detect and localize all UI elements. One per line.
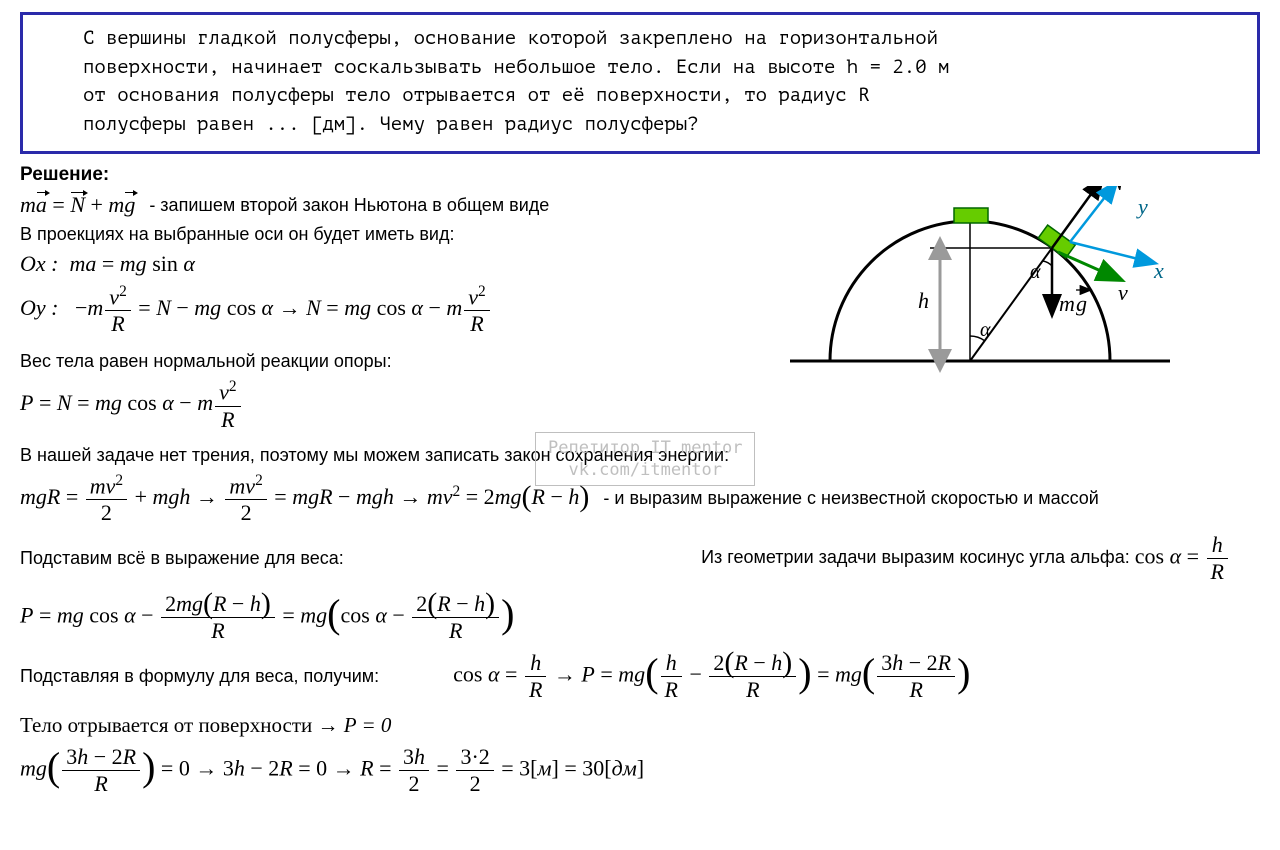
text-detach: Тело отрывается от поверхности → P = 0	[20, 713, 1260, 738]
eq-final: mg(3h − 2RR) = 0 → 3h − 2R = 0 → R = 3h2…	[20, 744, 1260, 797]
row-subst-geom: Подставим всё в выражение для веса: Из г…	[20, 532, 1260, 585]
problem-statement: С вершины гладкой полусферы, основание к…	[20, 12, 1260, 154]
hemisphere-diagram: h α α m g N y x	[770, 186, 1200, 391]
svg-text:v: v	[1118, 280, 1128, 305]
eq-p-sub: P = mg cos α − 2mg(R − h)R = mg(cos α − …	[20, 591, 1260, 644]
text-subst-formula: Подставляя в формулу для веса, получим:	[20, 666, 379, 687]
row-final-sub: Подставляя в формулу для веса, получим: …	[20, 650, 1260, 703]
problem-line: поверхности, начинает соскальзывать небо…	[83, 54, 1237, 83]
watermark: Репетитор IT mentor vk.com/itmentor	[535, 432, 755, 486]
problem-line: полусферы равен ... [дм]. Чему равен рад…	[83, 111, 1237, 140]
problem-line: от основания полусферы тело отрывается о…	[83, 82, 1237, 111]
svg-text:y: y	[1136, 194, 1148, 219]
text-geom-cos: Из геометрии задачи выразим косинус угла…	[701, 547, 1135, 567]
text-newton2: - запишем второй закон Ньютона в общем в…	[149, 195, 549, 216]
svg-text:m: m	[1059, 291, 1075, 316]
watermark-line: vk.com/itmentor	[548, 459, 742, 481]
problem-line: С вершины гладкой полусферы, основание к…	[83, 25, 1237, 54]
solution-heading: Решение:	[20, 164, 1260, 186]
block-top	[954, 208, 988, 223]
svg-text:α: α	[1030, 261, 1041, 283]
svg-text:x: x	[1153, 258, 1164, 283]
label-h: h	[918, 288, 929, 313]
text-subst-weight: Подставим всё в выражение для веса:	[20, 548, 344, 569]
text-express-unknown: - и выразим выражение с неизвестной скор…	[603, 488, 1098, 509]
svg-text:α: α	[980, 319, 991, 341]
svg-text:g: g	[1076, 291, 1087, 316]
solution-body: h α α m g N y x	[20, 192, 1260, 797]
watermark-line: Репетитор IT mentor	[548, 437, 742, 459]
